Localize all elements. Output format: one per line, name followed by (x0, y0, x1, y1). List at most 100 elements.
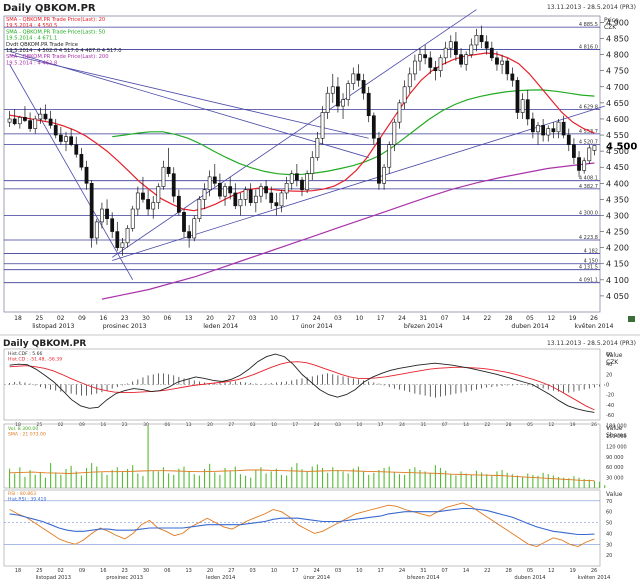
bottom-x-day-21: 14 (463, 568, 469, 574)
volume-sma-line (9, 469, 595, 482)
price-y-tick-label-1: 4 100 (606, 276, 629, 285)
bottom-x-month-4: březen 2014 (407, 574, 440, 581)
candle-body-18 (100, 208, 104, 223)
price-x-day-19: 31 (420, 315, 428, 322)
candle-body-1 (12, 118, 17, 125)
candle-body-14 (79, 154, 84, 168)
macd-y-tick-label-2: 20 (606, 372, 612, 378)
candle-body-91 (474, 35, 479, 46)
candle-body-11 (64, 136, 68, 142)
candle-body-43 (228, 186, 233, 194)
bottom-x-day-13: 17 (292, 568, 298, 574)
candle-body-38 (202, 189, 207, 200)
macd-x-day-2: 02 (58, 422, 64, 428)
candle-body-10 (58, 134, 63, 142)
candle-body-0 (7, 118, 12, 123)
bottom-x-day-6: 30 (143, 568, 149, 574)
price-x-day-14: 24 (313, 315, 321, 322)
price-caption: Price (604, 17, 619, 24)
price-y-tick-label-16: 4 850 (606, 35, 629, 44)
candle-body-71 (371, 115, 376, 139)
candle-body-63 (330, 86, 335, 94)
candle-body-41 (218, 183, 222, 197)
bottom-x-day-18: 24 (399, 568, 405, 574)
rsi-y-tick-label-5: 70 (606, 499, 612, 505)
candle-body-76 (397, 102, 402, 123)
price-x-day-3: 09 (78, 315, 86, 322)
price-x-day-26: 19 (569, 315, 577, 322)
candle-body-52 (274, 202, 279, 207)
price-x-month-3: únor 2014 (301, 322, 333, 330)
candle-body-113 (587, 147, 592, 162)
macd-x-day-9: 20 (207, 422, 213, 428)
price-x-day-9: 20 (206, 315, 214, 322)
macd-x-day-14: 24 (314, 422, 320, 428)
macd-x-day-13: 17 (292, 422, 298, 428)
candle-body-77 (402, 86, 407, 104)
candle-body-13 (74, 144, 79, 155)
bottom-x-day-23: 28 (505, 568, 511, 574)
macd-x-day-5: 23 (122, 422, 128, 428)
candle-body-31 (166, 166, 171, 174)
price-legend-5: 19.5.2014 : 4 502.0 4 517.0 4 487.0 4 51… (6, 48, 122, 54)
candle-body-44 (233, 192, 238, 207)
price-x-day-27: 26 (590, 315, 598, 322)
level-line-label-1: 4 816.0 (579, 44, 598, 50)
candle-body-37 (197, 199, 202, 219)
level-line-label-11: 4 131.5 (579, 265, 598, 271)
bottom-x-day-16: 10 (356, 568, 362, 574)
bottom-x-day-1: 25 (36, 568, 42, 574)
bottom-x-day-8: 13 (185, 568, 191, 574)
candle-body-22 (120, 242, 125, 248)
price-x-day-20: 07 (441, 315, 449, 322)
candle-body-61 (320, 112, 325, 139)
level-line-label-12: 4 091.1 (579, 278, 598, 284)
bottom-x-day-19: 31 (420, 568, 426, 574)
price-x-day-16: 10 (356, 315, 364, 322)
candle-body-97 (505, 60, 510, 75)
candle-body-82 (428, 57, 433, 68)
candle-body-12 (69, 136, 74, 145)
price-y-tick-label-14: 4 750 (606, 67, 629, 76)
price-x-day-12: 10 (270, 315, 278, 322)
rsi-value-caption: Value (606, 491, 623, 498)
macd-x-day-19: 31 (420, 422, 426, 428)
price-y-tick-label-15: 4 800 (606, 51, 629, 60)
candle-body-5 (33, 118, 38, 129)
price-x-day-6: 30 (142, 315, 150, 322)
price-x-day-10: 27 (228, 315, 236, 322)
price-x-day-1: 25 (36, 315, 44, 322)
candle-body-80 (418, 54, 422, 62)
bottom-x-day-7: 06 (164, 568, 170, 574)
level-line-label-7: 4 300.0 (579, 210, 598, 216)
candle-body-25 (135, 192, 140, 210)
level-line-label-5: 4 408.1 (579, 176, 598, 182)
macd-x-day-26: 19 (570, 422, 576, 428)
trend-line-1 (9, 54, 369, 139)
macd-panel-date-range: 13.11.2013 - 28.5.2014 (PR3) (547, 340, 636, 347)
candle-body-81 (423, 54, 428, 59)
volume-y-tick-label-0: 30 000 (606, 476, 624, 482)
candle-body-62 (325, 92, 330, 113)
rsi-plot-frame (3, 489, 601, 567)
navigator-handle (628, 316, 635, 322)
bottom-x-day-4: 16 (100, 568, 106, 574)
sma50-line (112, 89, 595, 176)
rsi-y-tick-label-3: 50 (606, 521, 612, 527)
candle-body-9 (53, 125, 58, 136)
price-y-tick-label-17: 4 900 (606, 18, 629, 27)
bottom-x-month-5: duben 2014 (514, 575, 546, 581)
price-x-month-5: duben 2014 (511, 323, 548, 330)
candle-body-73 (382, 166, 386, 184)
price-x-day-13: 17 (292, 315, 300, 322)
candle-body-83 (433, 67, 438, 71)
bottom-x-day-22: 22 (484, 568, 490, 574)
candle-body-87 (454, 41, 458, 55)
candle-body-108 (561, 121, 566, 136)
candle-body-19 (105, 208, 109, 219)
candle-body-114 (592, 145, 597, 151)
candle-body-90 (469, 44, 474, 55)
macd-x-day-1: 25 (36, 422, 42, 428)
macd-x-day-25: 12 (548, 422, 554, 428)
candle-body-111 (577, 157, 581, 171)
